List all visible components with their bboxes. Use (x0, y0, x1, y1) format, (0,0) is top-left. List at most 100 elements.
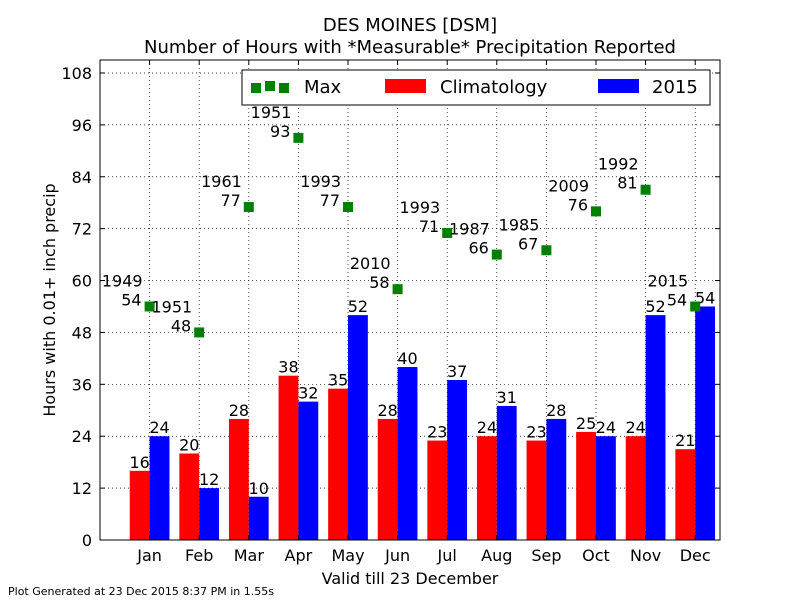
legend-label-max: Max (304, 77, 342, 98)
climatology-bar (228, 418, 249, 540)
y-tick-label: 12 (72, 479, 92, 498)
max-marker (194, 327, 205, 338)
legend-label-2015: 2015 (652, 77, 698, 98)
chart-title: DES MOINES [DSM] (323, 15, 497, 36)
x-tick-label: Feb (185, 546, 213, 565)
year-2015-value-label: 24 (596, 418, 616, 437)
y-tick-label: 60 (72, 272, 92, 291)
year-2015-value-label: 12 (199, 470, 219, 489)
year-2015-value-label: 24 (149, 418, 169, 437)
climatology-bar (675, 449, 696, 540)
max-year-label: 2010 (350, 254, 391, 273)
year-2015-value-label: 40 (397, 349, 417, 368)
max-marker (343, 202, 353, 213)
bars (129, 306, 716, 540)
climatology-value-label: 38 (278, 358, 298, 377)
climatology-bar (476, 436, 497, 540)
max-marker (491, 249, 502, 260)
year-2015-bar (496, 405, 517, 540)
climatology-value-label: 24 (626, 418, 646, 437)
year-2015-value-label: 10 (249, 479, 269, 498)
year-2015-value-label: 32 (298, 384, 318, 403)
legend-swatch-2015 (598, 79, 639, 93)
year-2015-bar (397, 367, 418, 540)
max-marker (640, 184, 651, 195)
climatology-value-label: 16 (130, 453, 150, 472)
year-2015-value-label: 52 (348, 297, 368, 316)
legend-swatch-climatology (385, 79, 426, 93)
y-tick-label: 96 (72, 116, 92, 135)
climatology-bar (576, 431, 596, 540)
climatology-value-label: 28 (229, 401, 249, 420)
x-tick-label: Apr (285, 546, 313, 565)
year-2015-bar (596, 436, 616, 540)
max-marker (541, 245, 552, 256)
legend-max-marker-1 (251, 83, 261, 93)
legend: Max Climatology 2015 (241, 69, 711, 106)
max-marker (293, 132, 304, 143)
x-tick-label: May (331, 546, 364, 565)
max-year-label: 1949 (102, 271, 143, 290)
y-tick-label: 0 (82, 531, 92, 550)
max-marker (690, 301, 701, 312)
plot-frame (99, 59, 721, 541)
y-axis-label: Hours with 0.01+ inch precip (40, 183, 59, 416)
climatology-bar (625, 436, 646, 540)
max-marker (243, 202, 254, 213)
y-tick-label: 24 (72, 427, 92, 446)
climatology-value-label: 23 (427, 423, 447, 442)
climatology-value-label: 20 (179, 436, 199, 455)
max-markers: 5419494819517719619319517719935820107119… (102, 103, 701, 338)
x-tick-label: Dec (680, 546, 711, 565)
x-tick-label: Sep (531, 546, 561, 565)
x-axis-label: Valid till 23 December (322, 569, 499, 588)
max-marker (591, 206, 601, 217)
max-year-label: 1993 (399, 198, 440, 217)
x-tick-label: Mar (234, 546, 265, 565)
max-marker (442, 227, 453, 238)
max-year-label: 1992 (598, 155, 639, 174)
y-tick-label: 48 (72, 323, 92, 342)
climatology-bar (278, 375, 299, 540)
x-axis: Jan Feb Mar Apr May Jun Jul Aug Sep Oct Nov Dec (136, 60, 711, 565)
max-value-label: 93 (270, 122, 290, 141)
max-value-label: 54 (121, 290, 141, 309)
climatology-value-label: 28 (378, 401, 398, 420)
max-marker (144, 301, 155, 312)
climatology-bar (427, 440, 448, 540)
climatology-bar (179, 453, 200, 540)
max-marker (392, 284, 403, 295)
max-value-label: 71 (419, 217, 439, 236)
climatology-value-label: 21 (675, 431, 695, 450)
max-year-label: 2015 (647, 271, 688, 290)
max-year-label: 1987 (449, 220, 490, 239)
climatology-bar (526, 440, 547, 540)
year-2015-bar (348, 315, 368, 540)
climatology-value-label: 24 (477, 418, 497, 437)
max-value-label: 77 (220, 191, 240, 210)
year-2015-value-label: 31 (497, 388, 517, 407)
max-year-label: 1985 (499, 215, 540, 234)
x-tick-label: Jun (384, 546, 410, 565)
climatology-value-label: 25 (576, 414, 596, 433)
max-year-label: 1961 (201, 172, 242, 191)
year-2015-value-label: 52 (645, 297, 665, 316)
climatology-value-label: 35 (328, 371, 348, 390)
y-tick-label: 84 (72, 168, 92, 187)
x-tick-label: Jul (437, 546, 457, 565)
max-value-label: 48 (171, 316, 191, 335)
max-year-label: 1951 (251, 103, 292, 122)
year-2015-bar (447, 380, 468, 540)
climatology-value-label: 23 (526, 423, 546, 442)
climatology-bar (377, 418, 398, 540)
year-2015-bar (645, 315, 666, 540)
y-tick-label: 108 (61, 64, 92, 83)
max-value-label: 81 (617, 174, 637, 193)
year-2015-bar (695, 306, 716, 540)
max-value-label: 77 (320, 191, 340, 210)
year-2015-bar (149, 436, 170, 540)
max-year-label: 2009 (548, 176, 589, 195)
x-tick-label: Oct (582, 546, 610, 565)
max-value-label: 76 (568, 195, 588, 214)
legend-label-climatology: Climatology (440, 77, 548, 98)
